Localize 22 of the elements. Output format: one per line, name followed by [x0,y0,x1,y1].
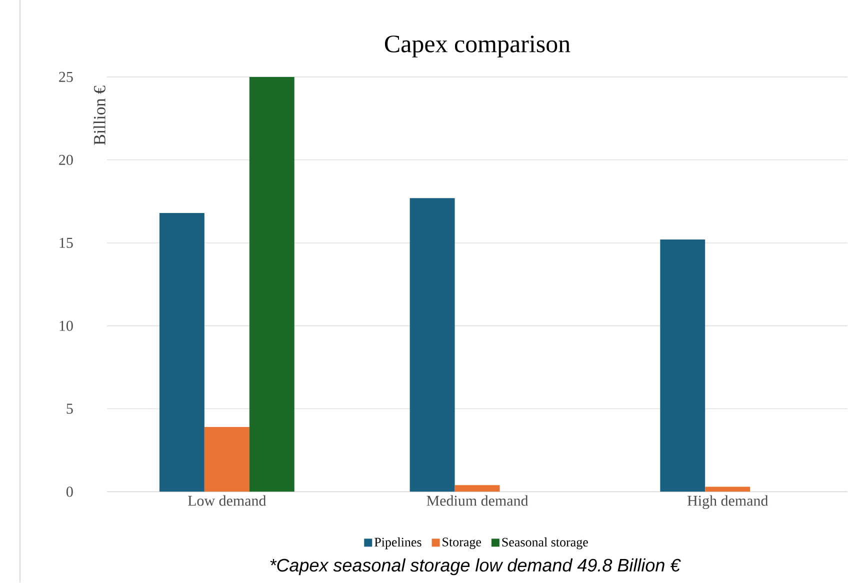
y-tick-label: 25 [59,72,73,82]
legend-label: Storage [442,538,482,550]
bar [204,427,250,492]
y-tick-label: 10 [60,320,73,332]
bar [705,486,750,492]
x-tick-label: Low demand [188,495,266,506]
y-tick-label: 15 [60,238,73,248]
legend-label: Seasonal storage [502,538,588,550]
legend-label: Pipelines [374,538,422,550]
bar [249,77,294,492]
bar [410,198,455,492]
chart-title: Capex comparison [384,36,570,58]
text: *Capex seasonal storage low demand 49.8 Billion € [270,558,681,576]
x-tick-label: High demand [687,495,768,510]
bar [660,240,706,492]
bar [159,213,204,492]
y-tick-label: 0 [66,486,73,497]
y-axis-title: Billion € [93,86,106,146]
bar [454,485,500,492]
y-tick-label: 20 [59,155,73,166]
x-tick-label: Medium demand [426,495,528,506]
y-tick-label: 5 [66,404,73,414]
